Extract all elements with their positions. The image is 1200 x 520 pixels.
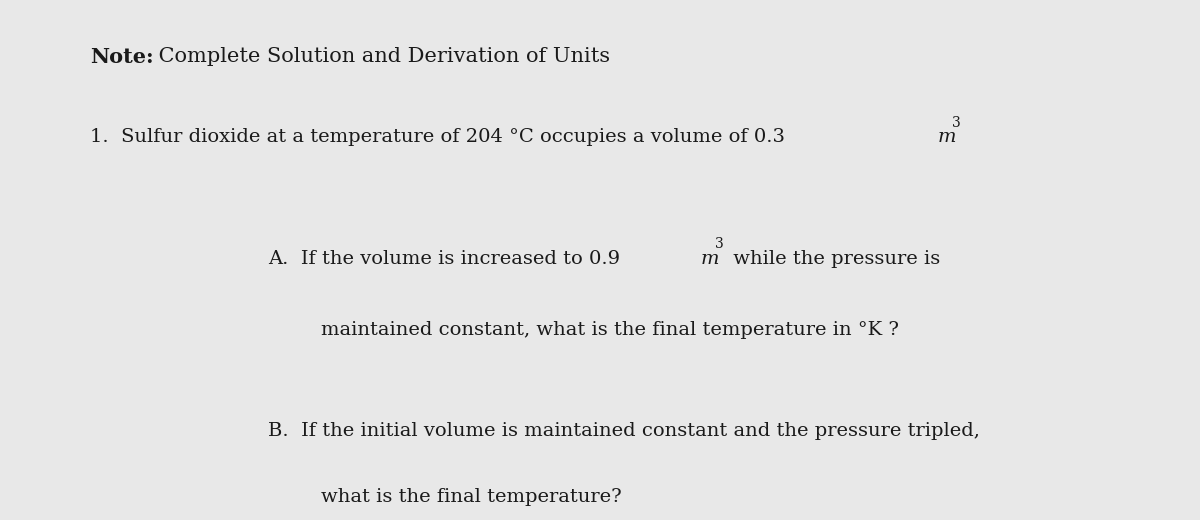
Text: Complete Solution and Derivation of Units: Complete Solution and Derivation of Unit… [151,47,610,67]
Text: A.  If the volume is increased to 0.9: A. If the volume is increased to 0.9 [268,250,626,268]
Text: 1.  Sulfur dioxide at a temperature of 204 °C occupies a volume of 0.3: 1. Sulfur dioxide at a temperature of 20… [90,128,791,147]
Text: maintained constant, what is the final temperature in °K ?: maintained constant, what is the final t… [322,321,899,339]
Text: 3: 3 [953,116,961,130]
Text: m: m [701,250,719,268]
Text: B.  If the initial volume is maintained constant and the pressure tripled,: B. If the initial volume is maintained c… [268,422,979,440]
Text: Note:: Note: [90,47,154,68]
Text: m: m [938,128,956,147]
Text: what is the final temperature?: what is the final temperature? [322,488,622,506]
Text: while the pressure is: while the pressure is [727,250,940,268]
Text: 3: 3 [715,237,724,251]
